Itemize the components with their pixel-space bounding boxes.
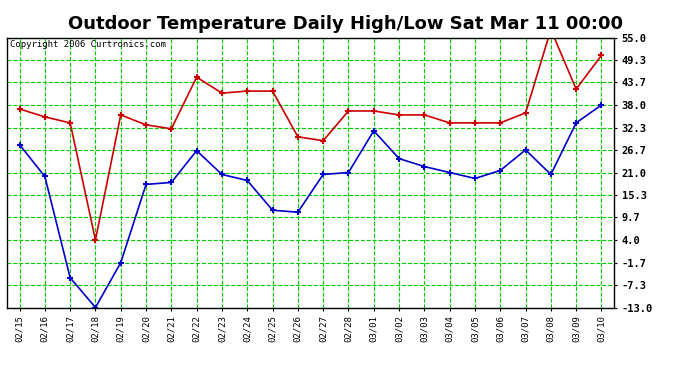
Text: Outdoor Temperature Daily High/Low Sat Mar 11 00:00: Outdoor Temperature Daily High/Low Sat M… <box>68 15 622 33</box>
Text: Copyright 2006 Curtronics.com: Copyright 2006 Curtronics.com <box>10 40 166 49</box>
